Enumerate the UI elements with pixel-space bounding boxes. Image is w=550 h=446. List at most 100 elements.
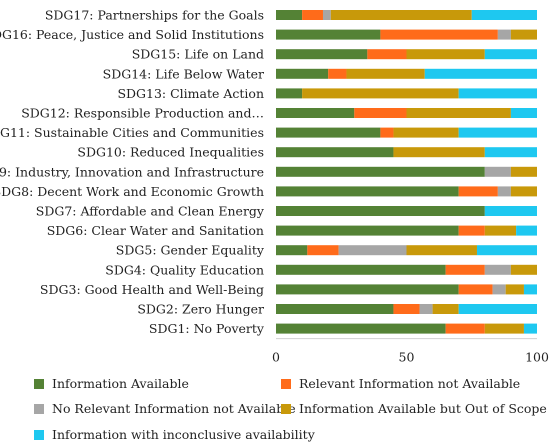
bar-segment-information-available: [276, 68, 329, 79]
bar-segment-information-available-but-out-of-scope: [393, 127, 459, 138]
category-label: SDG15: Life on Land: [132, 47, 264, 62]
bar-segment-information-available: [276, 304, 394, 314]
bar-segment-information-available: [276, 206, 485, 216]
bar-segment-relevant-information-not-available: [328, 68, 347, 79]
bar-segment-information-available-but-out-of-scope: [510, 186, 537, 197]
stacked-bar-chart: SDG17: Partnerships for the Goals SDG16: …: [0, 8, 549, 365]
bar-segment-information-available: [276, 323, 446, 334]
bar-segment-no-relevant-information-not-available: [322, 10, 331, 20]
bar-segment-no-relevant-information-not-available: [492, 284, 506, 295]
legend-label: No Relevant Information not Available: [52, 401, 296, 416]
category-label: SDG11: Sustainable Cities and Communitie…: [0, 125, 264, 140]
bar-segment-information-with-inconclusive-availability: [516, 225, 537, 236]
bar-segment-no-relevant-information-not-available: [419, 304, 433, 314]
category-label: SDG3: Good Health and Well-Being: [40, 282, 264, 297]
bar-segment-information-available-but-out-of-scope: [432, 304, 459, 314]
category-label: SDG17: Partnerships for the Goals: [45, 8, 264, 23]
bar-segment-information-available: [276, 284, 459, 295]
legend-label: Information Available but Out of Scope: [299, 401, 547, 416]
bar-segment-information-with-inconclusive-availability: [484, 147, 537, 158]
legend-swatch: [281, 378, 291, 389]
bar-segment-information-available-but-out-of-scope: [510, 264, 537, 275]
legend-swatch: [34, 429, 44, 440]
bar-segment-information-available-but-out-of-scope: [302, 88, 459, 99]
category-label: SDG5: Gender Equality: [116, 243, 265, 258]
bar-segment-information-available: [276, 10, 303, 20]
x-tick-label: 100: [525, 350, 549, 365]
legend-swatch: [281, 403, 291, 414]
bar-segment-information-available: [276, 166, 485, 177]
bar-segment-information-available-but-out-of-scope: [346, 68, 425, 79]
bar-segment-relevant-information-not-available: [302, 10, 323, 20]
bar-segment-no-relevant-information-not-available: [484, 166, 511, 177]
category-label: SDG1: No Poverty: [149, 321, 265, 336]
bar-segment-information-with-inconclusive-availability: [484, 49, 537, 60]
bar-segment-information-with-inconclusive-availability: [523, 284, 537, 295]
legend: Information Available Relevant Informati…: [34, 372, 547, 446]
bar-segment-information-with-inconclusive-availability: [424, 68, 537, 79]
legend-item-information-with-inconclusive-availability: Information with inconclusive availabili…: [34, 427, 315, 442]
legend-label: Information Available: [52, 376, 189, 391]
bar-segment-relevant-information-not-available: [458, 186, 498, 197]
category-label: SDG7: Affordable and Clean Energy: [36, 204, 265, 219]
bar-segment-information-with-inconclusive-availability: [458, 88, 537, 99]
bar-segment-no-relevant-information-not-available: [338, 245, 407, 256]
bar-segment-information-available-but-out-of-scope: [406, 108, 511, 118]
bar-segment-information-with-inconclusive-availability: [471, 10, 537, 20]
bar-segment-information-available: [276, 147, 394, 158]
bar-segment-relevant-information-not-available: [445, 323, 485, 334]
bar-segment-information-with-inconclusive-availability: [476, 245, 537, 256]
category-label: SDG10: Reduced Inequalities: [77, 145, 264, 160]
bar-segment-information-with-inconclusive-availability: [484, 206, 537, 216]
bar-segment-information-available-but-out-of-scope: [484, 323, 524, 334]
bar-segment-information-available-but-out-of-scope: [510, 29, 537, 40]
category-label: SDG6: Clear Water and Sanitation: [47, 223, 264, 238]
bar-segment-no-relevant-information-not-available: [484, 264, 511, 275]
bar-segment-information-available: [276, 264, 446, 275]
bar-segment-information-available-but-out-of-scope: [406, 245, 477, 256]
bar-segment-relevant-information-not-available: [445, 264, 485, 275]
bar-segment-information-with-inconclusive-availability: [510, 108, 537, 118]
legend-swatch: [34, 378, 44, 389]
bar-segment-relevant-information-not-available: [380, 127, 394, 138]
category-label: SDG4: Quality Education: [105, 262, 264, 277]
x-axis-ticks: 0 50 100: [272, 350, 549, 365]
category-label: SDG16: Peace, Justice and Solid Institut…: [0, 27, 264, 42]
bar-segment-relevant-information-not-available: [458, 284, 493, 295]
category-label: SDG13: Climate Action: [117, 86, 264, 101]
bar-segment-information-with-inconclusive-availability: [458, 304, 537, 314]
bar-segment-information-available: [276, 225, 459, 236]
bar-segment-information-available-but-out-of-scope: [406, 49, 485, 60]
bar-segment-relevant-information-not-available: [367, 49, 407, 60]
legend-item-no-relevant-information-not-available: No Relevant Information not Available: [34, 401, 296, 416]
bar-segment-relevant-information-not-available: [354, 108, 407, 118]
bar-segment-no-relevant-information-not-available: [497, 186, 511, 197]
bar-segment-information-available: [276, 127, 381, 138]
bar-segment-information-available-but-out-of-scope: [393, 147, 485, 158]
bar-segment-information-available-but-out-of-scope: [505, 284, 524, 295]
legend-swatch: [34, 403, 44, 414]
legend-item-relevant-information-not-available: Relevant Information not Available: [281, 376, 520, 391]
x-tick-label: 0: [272, 350, 280, 365]
category-label: SDG8: Decent Work and Economic Growth: [0, 184, 264, 199]
bar-segment-information-available: [276, 49, 368, 60]
bar-segment-information-available: [276, 186, 459, 197]
bar-segment-information-available-but-out-of-scope: [484, 225, 517, 236]
category-label: SDG2: Zero Hunger: [137, 302, 264, 317]
bar-segment-information-available: [276, 29, 381, 40]
bar-segment-no-relevant-information-not-available: [497, 29, 511, 40]
x-tick-label: 50: [399, 350, 415, 365]
bar-segment-information-available: [276, 108, 355, 118]
bar-segment-relevant-information-not-available: [380, 29, 498, 40]
category-label: SDG14: Life Below Water: [103, 66, 264, 81]
category-labels: SDG17: Partnerships for the Goals SDG16: …: [0, 8, 265, 337]
legend-label: Information with inconclusive availabili…: [52, 427, 315, 442]
bar-segment-information-available: [276, 88, 303, 99]
bar-segment-information-available-but-out-of-scope: [330, 10, 472, 20]
bar-segment-information-with-inconclusive-availability: [458, 127, 537, 138]
bar-segment-relevant-information-not-available: [393, 304, 420, 314]
category-label: SDG12: Responsible Production and…: [21, 106, 264, 121]
bar-segments: [276, 10, 537, 334]
bar-segment-information-available-but-out-of-scope: [510, 166, 537, 177]
bar-segment-relevant-information-not-available: [458, 225, 485, 236]
